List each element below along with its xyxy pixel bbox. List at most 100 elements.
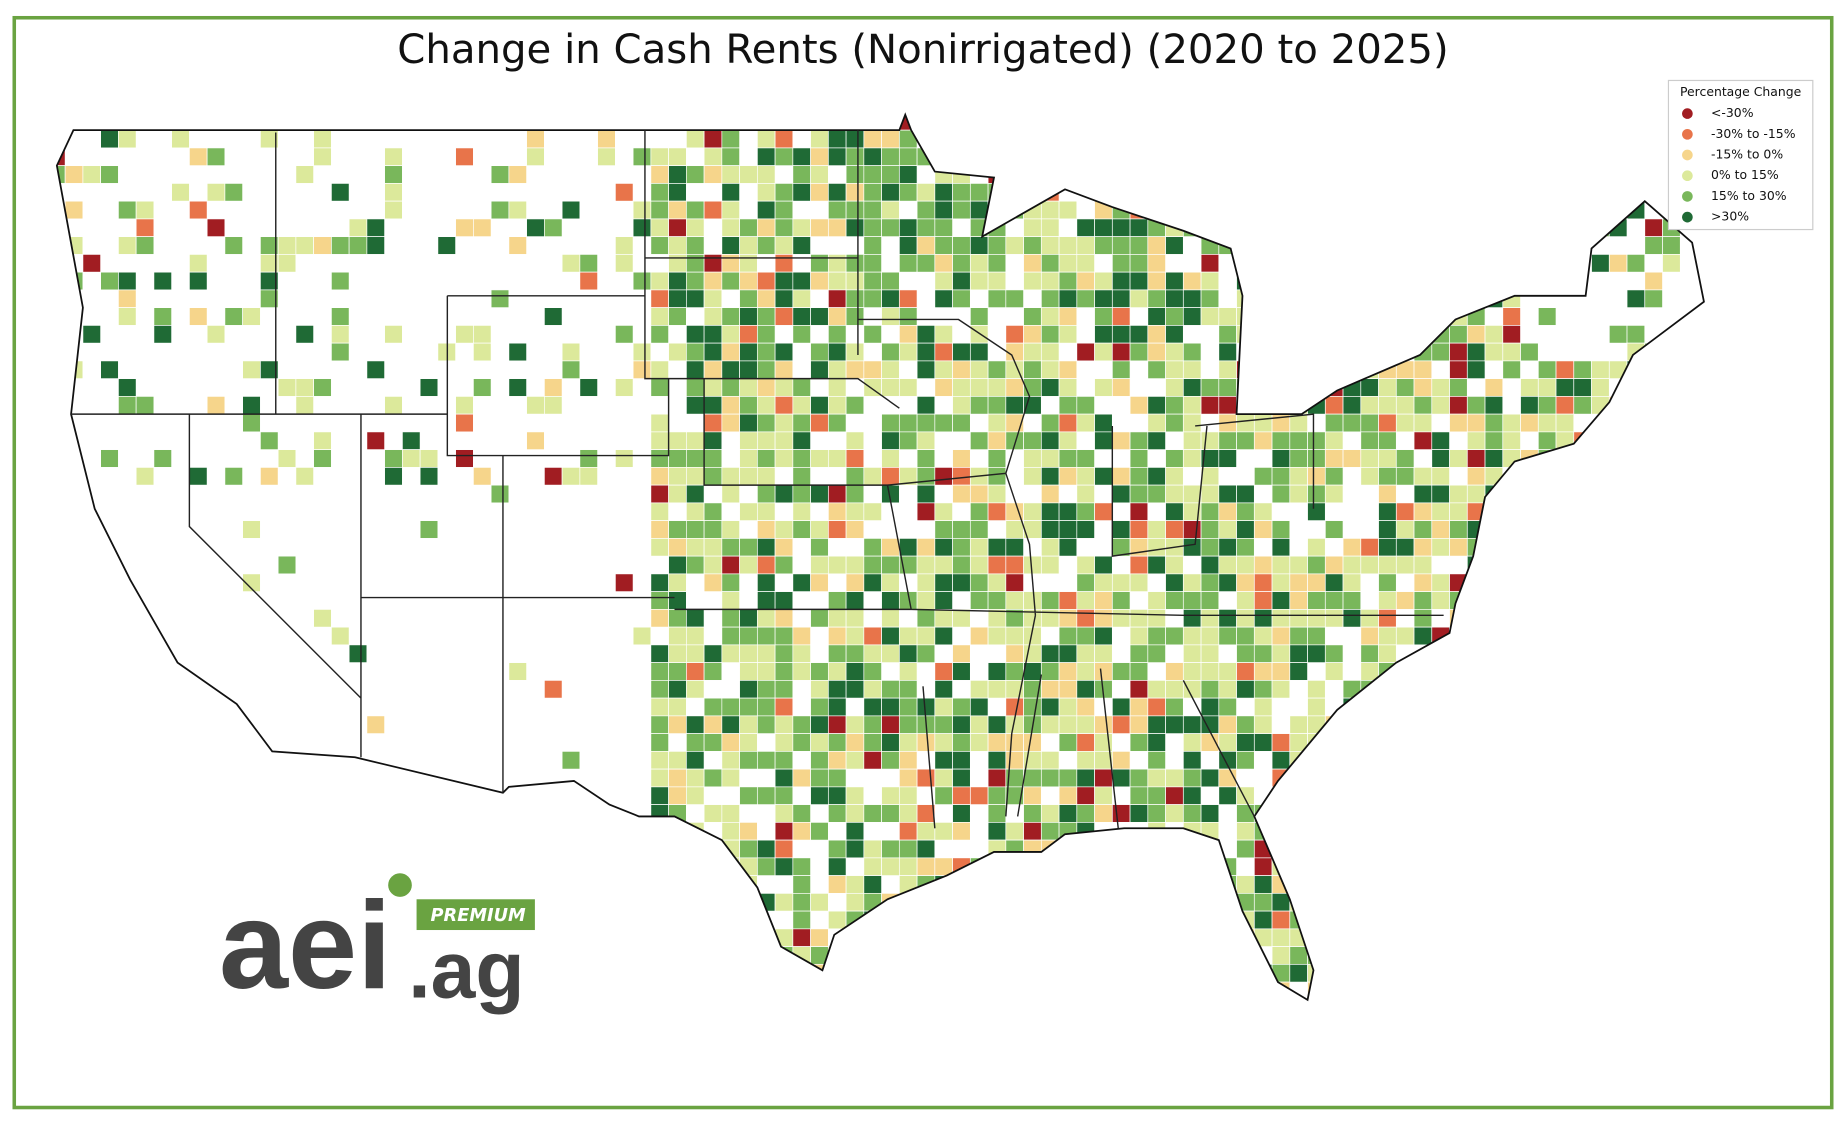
county-patch <box>650 431 669 450</box>
county-patch <box>934 609 953 628</box>
county-patch <box>1111 751 1131 770</box>
county-patch <box>1058 271 1078 291</box>
county-patch <box>898 662 918 681</box>
county-patch <box>82 254 101 273</box>
county-patch <box>987 573 1007 592</box>
county-patch <box>810 165 829 184</box>
county-patch <box>544 378 563 397</box>
county-patch <box>774 644 794 663</box>
county-patch <box>987 733 1007 752</box>
county-patch <box>756 165 776 184</box>
county-patch <box>1413 609 1433 628</box>
county-patch <box>1253 467 1273 486</box>
county-patch <box>1040 644 1060 663</box>
county-patch <box>1484 378 1504 397</box>
county-patch <box>632 218 652 238</box>
county-patch <box>969 786 989 805</box>
county-patch <box>1395 538 1415 557</box>
county-patch <box>668 768 687 788</box>
county-patch <box>685 733 705 752</box>
county-patch <box>242 573 261 592</box>
county-patch <box>969 183 989 202</box>
county-patch <box>810 520 829 539</box>
county-patch <box>1165 467 1184 486</box>
county-patch <box>650 768 669 788</box>
county-patch <box>1413 396 1433 415</box>
county-patch <box>1236 804 1255 823</box>
county-patch <box>774 768 794 788</box>
county-patch <box>774 839 794 859</box>
county-patch <box>756 467 776 486</box>
legend-swatch <box>1682 170 1693 182</box>
county-patch <box>881 804 900 823</box>
county-patch <box>774 591 794 610</box>
county-patch <box>845 892 865 912</box>
county-patch <box>916 431 936 450</box>
county-patch <box>668 165 687 184</box>
county-patch <box>756 538 776 557</box>
county-patch <box>1111 573 1131 592</box>
county-patch <box>969 431 989 450</box>
county-patch <box>898 147 918 167</box>
county-patch <box>685 200 705 220</box>
county-patch <box>366 715 385 734</box>
county-patch <box>384 449 403 468</box>
county-patch <box>1449 396 1468 415</box>
county-patch <box>1218 520 1237 539</box>
county-patch <box>898 325 918 344</box>
county-patch <box>969 715 989 734</box>
county-patch <box>774 609 794 628</box>
county-patch <box>845 396 865 415</box>
county-patch <box>863 573 882 592</box>
county-patch <box>295 467 314 486</box>
county-patch <box>1076 342 1095 362</box>
county-patch <box>1165 378 1184 397</box>
county-patch <box>863 360 882 379</box>
county-patch <box>898 644 918 663</box>
county-patch <box>845 449 865 468</box>
county-patch <box>685 289 705 308</box>
county-patch <box>1129 484 1149 504</box>
county-patch <box>1094 413 1113 433</box>
county-patch <box>739 289 758 308</box>
county-patch <box>863 129 882 149</box>
county-patch <box>1360 413 1379 433</box>
county-patch <box>1129 804 1149 823</box>
county-patch <box>756 839 776 859</box>
county-patch <box>934 822 953 841</box>
county-patch <box>1218 342 1237 362</box>
county-patch <box>650 218 669 238</box>
county-patch <box>827 520 847 539</box>
county-patch <box>1360 431 1379 450</box>
county-patch <box>1147 804 1166 823</box>
county-patch <box>277 254 297 273</box>
county-patch <box>898 342 918 362</box>
county-patch <box>1058 396 1078 415</box>
county-patch <box>1236 626 1255 646</box>
county-patch <box>1165 325 1184 344</box>
county-patch <box>845 360 865 379</box>
county-patch <box>987 289 1007 308</box>
county-patch <box>810 555 829 575</box>
county-patch <box>473 378 492 397</box>
county-patch <box>774 733 794 752</box>
county-patch <box>1289 644 1308 663</box>
county-patch <box>295 325 314 344</box>
county-patch <box>1395 520 1415 539</box>
county-patch <box>1182 484 1202 504</box>
county-patch <box>739 218 758 238</box>
county-patch <box>774 715 794 734</box>
county-patch <box>1200 804 1220 823</box>
county-patch <box>224 467 243 486</box>
county-patch <box>1271 680 1291 699</box>
county-patch <box>1413 467 1433 486</box>
county-patch <box>1324 573 1344 592</box>
county-patch <box>845 218 865 238</box>
county-patch <box>934 662 953 681</box>
county-patch <box>739 449 758 468</box>
county-patch <box>1200 378 1220 397</box>
county-patch <box>703 449 723 468</box>
county-patch <box>969 626 989 646</box>
county-patch <box>100 360 119 379</box>
county-patch <box>1289 609 1308 628</box>
